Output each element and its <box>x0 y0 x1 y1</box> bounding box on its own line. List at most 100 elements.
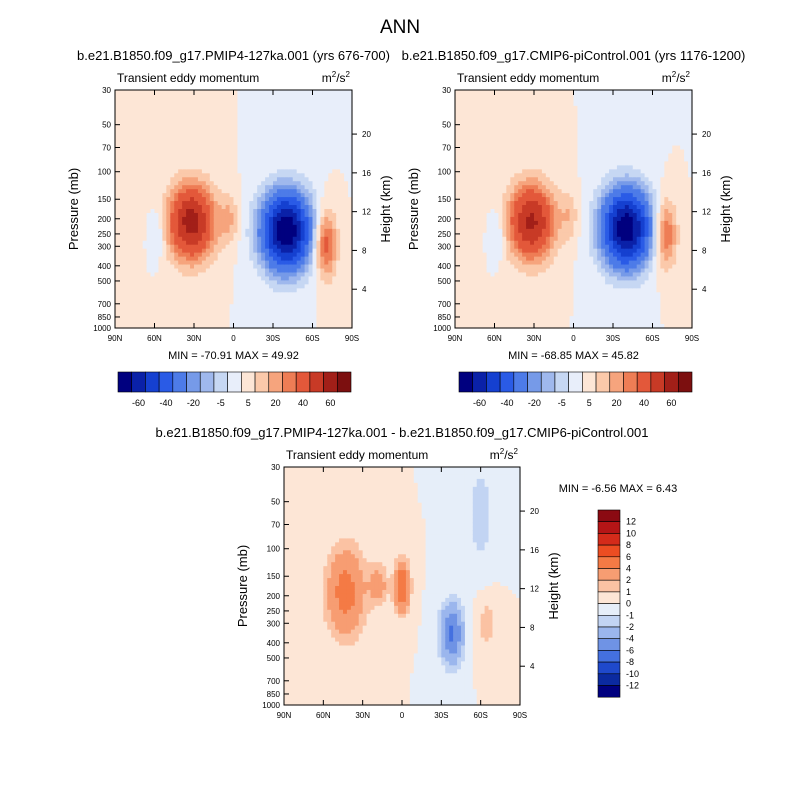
heatmap-cell <box>122 264 128 270</box>
heatmap-cell <box>241 220 246 226</box>
heatmap-cell <box>332 248 337 254</box>
heatmap-cell <box>514 141 519 147</box>
heatmap-cell <box>470 109 476 115</box>
heatmap-cell <box>530 121 535 127</box>
heatmap-cell <box>118 209 124 214</box>
heatmap-cell <box>174 268 179 274</box>
heatmap-cell <box>265 197 270 202</box>
heatmap-cell <box>170 260 175 266</box>
heatmap-cell <box>534 181 539 186</box>
heatmap-cell <box>197 288 203 293</box>
heatmap-cell <box>115 125 120 131</box>
heatmap-cell <box>265 308 270 313</box>
heatmap-cell <box>229 125 235 131</box>
heatmap-cell <box>134 165 140 170</box>
heatmap-cell <box>205 149 211 155</box>
heatmap-cell <box>197 292 203 297</box>
heatmap-cell <box>221 145 227 151</box>
heatmap-cell <box>332 312 337 317</box>
heatmap-cell <box>265 105 270 111</box>
heatmap-cell <box>304 133 310 139</box>
heatmap-cell <box>526 232 531 238</box>
heatmap-cell <box>166 240 171 246</box>
heatmap-cell <box>304 248 310 254</box>
heatmap-cell <box>498 129 503 135</box>
heatmap-cell <box>296 256 302 262</box>
heatmap-cell <box>502 109 507 115</box>
heatmap-cell <box>284 228 290 234</box>
heatmap-cell <box>170 189 175 194</box>
heatmap-cell <box>182 264 187 270</box>
heatmap-cell <box>154 216 160 222</box>
heatmap-cell <box>182 145 187 151</box>
heatmap-cell <box>197 248 203 254</box>
heatmap-cell <box>348 272 353 278</box>
heatmap-cell <box>514 240 519 246</box>
heatmap-cell <box>288 252 294 258</box>
heatmap-cell <box>320 141 325 147</box>
heatmap-cell <box>340 149 345 155</box>
heatmap-cell <box>276 137 282 143</box>
heatmap-cell <box>280 193 286 198</box>
heatmap-cell <box>514 193 519 198</box>
heatmap-cell <box>146 320 152 325</box>
heatmap-cell <box>498 149 503 155</box>
heatmap-cell <box>146 232 152 238</box>
heatmap-cell <box>166 125 171 131</box>
heatmap-cell <box>158 97 163 103</box>
heatmap-cell <box>522 240 527 246</box>
heatmap-cell <box>304 272 310 278</box>
heatmap-cell <box>257 113 262 119</box>
heatmap-cell <box>510 268 515 274</box>
heatmap-cell <box>537 236 543 242</box>
heatmap-cell <box>134 292 140 297</box>
heatmap-cell <box>530 236 535 242</box>
heatmap-cell <box>130 320 136 325</box>
heatmap-cell <box>482 240 488 246</box>
heatmap-cell <box>213 248 219 254</box>
heatmap-cell <box>344 169 349 174</box>
heatmap-cell <box>162 193 167 198</box>
heatmap-cell <box>522 93 527 99</box>
heatmap-cell <box>494 264 500 270</box>
heatmap-cell <box>320 304 325 309</box>
heatmap-cell <box>174 284 179 289</box>
heatmap-cell <box>217 141 223 147</box>
heatmap-cell <box>142 224 148 230</box>
heatmap-cell <box>308 256 314 262</box>
heatmap-cell <box>269 316 274 321</box>
heatmap-cell <box>316 272 321 278</box>
heatmap-cell <box>213 125 219 131</box>
heatmap-cell <box>138 256 144 262</box>
heatmap-cell <box>122 209 128 214</box>
heatmap-cell <box>253 312 258 317</box>
heatmap-cell <box>225 300 231 305</box>
heatmap-cell <box>348 93 353 99</box>
heatmap-cell <box>526 300 531 305</box>
heatmap-cell <box>130 280 136 285</box>
heatmap-cell <box>245 260 250 266</box>
heatmap-cell <box>190 304 195 309</box>
heatmap-cell <box>458 320 464 325</box>
heatmap-cell <box>194 93 199 99</box>
heatmap-cell <box>265 272 270 278</box>
heatmap-cell <box>482 220 488 226</box>
heatmap-cell <box>146 264 152 270</box>
heatmap-cell <box>320 161 325 166</box>
heatmap-cell <box>530 97 535 103</box>
heatmap-cell <box>253 153 258 159</box>
heatmap-cell <box>213 292 219 297</box>
heatmap-cell <box>265 189 270 194</box>
heatmap-cell <box>324 201 329 206</box>
heatmap-cell <box>249 133 254 139</box>
heatmap-cell <box>458 272 464 278</box>
heatmap-cell <box>300 264 306 270</box>
min-max-label: MIN = -70.91 MAX = 49.92 <box>168 350 299 362</box>
heatmap-cell <box>510 113 515 119</box>
heatmap-cell <box>174 292 179 297</box>
heatmap-cell <box>229 133 235 139</box>
heatmap-cell <box>340 181 345 186</box>
heatmap-cell <box>126 280 132 285</box>
heatmap-cell <box>138 133 144 139</box>
heatmap-cell <box>332 212 337 218</box>
